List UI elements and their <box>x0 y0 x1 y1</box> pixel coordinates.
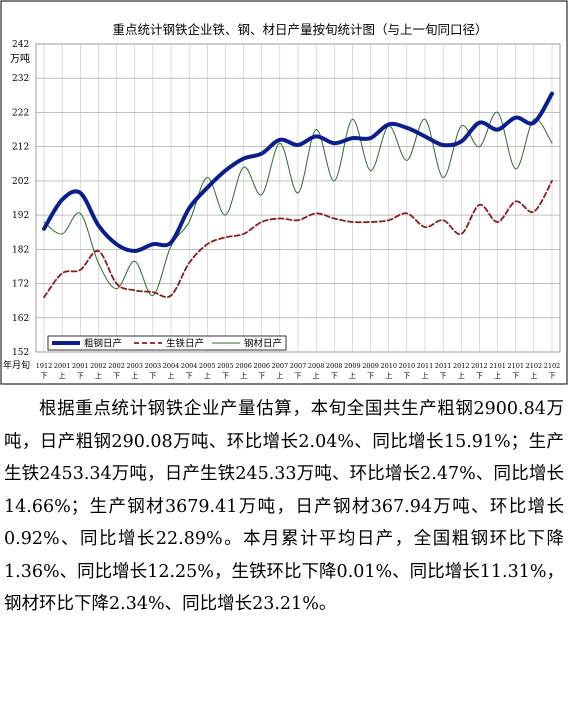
x-tick-label-month: 2010 <box>380 362 397 370</box>
x-tick-label-period: 下 <box>403 372 410 380</box>
x-tick-label-month: 2009 <box>344 362 361 370</box>
x-tick-label-period: 下 <box>476 372 483 380</box>
x-tick-label-month: 2007 <box>272 362 289 370</box>
x-tick-label-month: 2012 <box>471 362 488 370</box>
x-tick-label-month: 2011 <box>417 362 434 370</box>
legend-label-crude-steel: 粗钢日产 <box>84 338 122 350</box>
x-tick-label-month: 2101 <box>489 362 506 370</box>
y-tick-label: 172 <box>12 280 29 290</box>
x-tick-label-period: 下 <box>440 372 447 380</box>
y-tick-label: 232 <box>12 74 29 84</box>
x-tick-label-period: 上 <box>276 371 283 380</box>
x-tick-label-period: 上 <box>131 371 138 380</box>
series-line-steel-products <box>43 111 553 297</box>
x-tick-label-period: 下 <box>222 372 229 380</box>
y-tick-label: 192 <box>12 211 29 221</box>
y-tick-label: 222 <box>12 108 29 118</box>
x-tick-label-month: 2003 <box>126 362 143 370</box>
x-tick-label-period: 下 <box>331 372 338 380</box>
x-tick-label-period: 上 <box>458 371 465 380</box>
x-tick-label-period: 上 <box>422 371 429 380</box>
series-line-crude-steel <box>42 91 554 253</box>
x-tick-label-period: 下 <box>295 372 302 380</box>
x-tick-label-month: 2012 <box>453 362 470 370</box>
y-tick-labels: 152 162 172 182 192 202 212 222 232 242 <box>12 40 29 358</box>
x-tick-label-month: 2101 <box>507 362 524 370</box>
x-tick-label-month: 2010 <box>399 362 416 370</box>
x-tick-label-month: 2002 <box>108 362 125 370</box>
x-tick-label-period: 下 <box>258 372 265 380</box>
x-tick-label-period: 下 <box>549 372 556 380</box>
x-tick-label-period: 下 <box>512 372 519 380</box>
x-tick-label-period: 上 <box>530 371 537 380</box>
legend-box <box>47 335 287 351</box>
x-tick-label-period: 上 <box>95 371 102 380</box>
x-tick-label-month: 2009 <box>362 362 379 370</box>
x-tick-label-month: 2011 <box>435 362 452 370</box>
x-tick-label-period: 下 <box>367 372 374 380</box>
x-tick-label-month: 2004 <box>181 362 198 370</box>
x-tick-label-month: 2102 <box>544 362 561 370</box>
x-tick-label-month: 2003 <box>145 362 162 370</box>
legend-label-pig-iron: 生铁日产 <box>166 338 204 350</box>
y-tick-label: 182 <box>12 245 29 255</box>
x-tick-label-month: 2008 <box>308 362 325 370</box>
legend: 粗钢日产 生铁日产 钢材日产 <box>47 335 287 351</box>
x-tick-label-period: 上 <box>168 371 175 380</box>
x-tick-label-period: 上 <box>204 371 211 380</box>
y-tick-label: 162 <box>12 314 29 324</box>
chart-border <box>0 0 568 385</box>
x-tick-label-month: 2001 <box>72 362 89 370</box>
x-tick-label-period: 上 <box>385 371 392 380</box>
x-tick-label-month: 2006 <box>253 362 270 370</box>
article: 根据重点统计钢铁企业产量估算，本旬全国共生产粗钢2900.84万吨，日产粗钢29… <box>4 393 564 621</box>
x-tick-label-month: 2007 <box>290 362 307 370</box>
x-tick-label-month: 2005 <box>217 362 234 370</box>
x-tick-label-period: 上 <box>494 371 501 380</box>
x-tick-label-month: 2002 <box>90 362 107 370</box>
x-axis-label: 年月旬 <box>3 359 30 371</box>
x-tick-label-month: 2004 <box>163 362 180 370</box>
x-tick-label-period: 上 <box>313 371 320 380</box>
x-tick-label-month: 2001 <box>54 362 71 370</box>
y-axis-unit-label: 万吨 <box>10 52 30 65</box>
x-tick-labels: 1912下2001上2001下2002上2002下2003上2003下2004上… <box>36 362 561 380</box>
chart-title: 重点统计钢铁企业铁、钢、材日产量按旬统计图（与上一旬同口径） <box>112 22 487 37</box>
legend-label-steel-products: 钢材日产 <box>244 338 282 350</box>
y-tick-label: 202 <box>12 177 29 187</box>
steel-output-line-chart: 重点统计钢铁企业铁、钢、材日产量按旬统计图（与上一旬同口径） 万吨 年月旬 15… <box>0 0 568 385</box>
x-tick-label-month: 2005 <box>199 362 216 370</box>
series-layer <box>42 91 554 299</box>
y-tick-label: 152 <box>12 348 29 358</box>
x-tick-label-period: 下 <box>77 372 84 380</box>
y-tick-label: 242 <box>12 40 29 50</box>
x-tick-label-month: 2006 <box>235 362 252 370</box>
x-tick-label-month: 2102 <box>526 362 543 370</box>
x-tick-label-period: 下 <box>186 372 193 380</box>
grid-layer <box>35 43 561 353</box>
x-tick-label-period: 上 <box>349 371 356 380</box>
y-tick-label: 212 <box>12 143 29 153</box>
x-tick-label-period: 下 <box>113 372 120 380</box>
x-tick-label-month: 2008 <box>326 362 343 370</box>
x-tick-label-period: 下 <box>149 372 156 380</box>
series-line-pig-iron <box>43 180 553 299</box>
x-tick-label-period: 下 <box>41 372 48 380</box>
x-tick-label-period: 上 <box>59 371 66 380</box>
x-tick-label-month: 1912 <box>36 362 53 370</box>
article-paragraph: 根据重点统计钢铁企业产量估算，本旬全国共生产粗钢2900.84万吨，日产粗钢29… <box>4 399 564 614</box>
x-tick-label-period: 上 <box>240 371 247 380</box>
chart-frame: 重点统计钢铁企业铁、钢、材日产量按旬统计图（与上一旬同口径） 万吨 年月旬 15… <box>0 0 568 385</box>
